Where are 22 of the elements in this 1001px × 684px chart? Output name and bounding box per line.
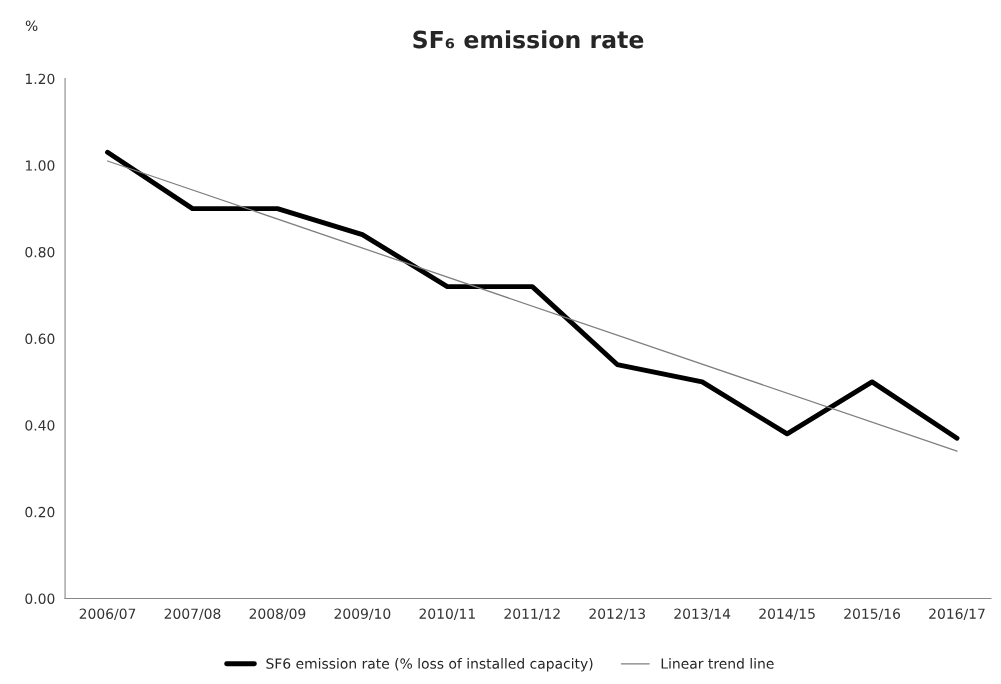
legend-label: SF6 emission rate (% loss of installed capacity) xyxy=(266,658,593,672)
x-tick-label: 2013/14 xyxy=(674,608,731,621)
legend-label: Linear trend line xyxy=(661,658,774,669)
y-tick-label: 0.40 xyxy=(25,420,55,431)
x-tick-label: 2007/08 xyxy=(164,608,221,621)
y-tick-label: 0.20 xyxy=(25,506,55,518)
y-tick-label: 0.00 xyxy=(25,593,55,604)
y-axis-title: % xyxy=(25,20,38,31)
chart-title: SF₆ emission rate xyxy=(413,30,644,49)
x-tick-label: 2015/16 xyxy=(844,608,901,621)
x-tick-label: 2010/11 xyxy=(419,608,475,621)
y-tick-label: 1.20 xyxy=(25,73,55,85)
x-tick-label: 2014/15 xyxy=(759,608,815,621)
x-tick-label: 2012/13 xyxy=(589,608,645,621)
y-tick-label: 1.00 xyxy=(25,160,55,171)
x-tick-label: 2016/17 xyxy=(929,608,985,621)
x-tick-label: 2011/12 xyxy=(504,608,560,621)
x-tick-label: 2006/07 xyxy=(79,608,136,621)
x-tick-label: 2009/10 xyxy=(334,608,391,621)
y-tick-label: 0.60 xyxy=(25,333,55,345)
x-tick-label: 2008/09 xyxy=(249,608,306,621)
y-tick-label: 0.80 xyxy=(25,246,55,258)
